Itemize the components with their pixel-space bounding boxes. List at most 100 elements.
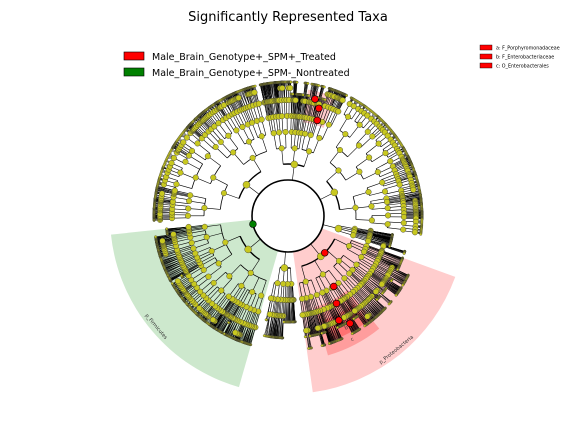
tree-leaf-edge: [327, 324, 334, 343]
tree-leaf-edge: [241, 325, 250, 342]
tree-nodes: [152, 80, 424, 350]
tree-leaf-edge: [381, 250, 403, 259]
tree-leaf-edge: [220, 316, 230, 332]
tree-leaf-edge: [270, 83, 273, 102]
tree-leaf-edge: [387, 275, 403, 286]
tree-leaf-edge: [382, 282, 398, 294]
tree-leaf-edge: [365, 302, 378, 317]
tree-leaf-edge: [162, 257, 180, 264]
tree-node: [378, 281, 385, 288]
tree-node: [306, 148, 313, 155]
tree-leaf-edge: [397, 171, 415, 177]
tree-leaf-edge: [155, 235, 174, 238]
tree-leaf-edge: [378, 257, 399, 268]
tree-leaf-edge: [383, 245, 405, 253]
tree-node: [335, 167, 342, 174]
tree-node: [302, 278, 309, 285]
tree-leaf-edge: [237, 323, 246, 341]
tree-leaf-edge: [384, 280, 400, 292]
tree-node: [287, 85, 294, 92]
tree-leaf-node: [303, 335, 307, 339]
tree-leaf-edge: [274, 82, 277, 101]
tree-node: [346, 270, 353, 277]
tree-leaf-edge: [266, 83, 270, 102]
tree-node: [302, 130, 309, 137]
tree-leaf-edge: [402, 194, 421, 198]
tree-leaf-edge: [286, 81, 288, 101]
tree-node: [355, 142, 362, 149]
tree-node: [307, 132, 314, 139]
tree-leaf-edge: [317, 311, 324, 333]
tree-leaf-edge: [332, 322, 340, 340]
tree-leaf-edge: [324, 325, 331, 344]
tree-leaf-node: [323, 98, 327, 102]
tree-leaf-edge: [358, 307, 370, 323]
tree-leaf-node: [327, 342, 331, 345]
tree-leaf-node: [320, 344, 324, 347]
tree-leaf-edge: [215, 314, 227, 330]
tree-leaf-node: [402, 252, 406, 255]
tree-leaf-edge: [274, 315, 278, 338]
tree-leaf-edge: [369, 237, 391, 244]
tree-leaf-edge: [170, 271, 187, 281]
tree-leaf-edge: [264, 314, 270, 336]
tree-leaf-edge: [302, 83, 307, 102]
tree-node: [381, 188, 388, 195]
tree-leaf-node: [352, 317, 356, 321]
tree-leaf-edge: [318, 86, 325, 105]
tree-leaf-edge: [214, 313, 226, 329]
tree-leaf-edge: [277, 315, 281, 338]
tree-leaf-edge: [268, 83, 272, 102]
tree-leaf-edge: [292, 299, 294, 322]
tree-node: [384, 221, 391, 228]
tree-leaf-edge: [312, 312, 318, 335]
tree-leaf-edge: [361, 283, 379, 299]
tree-leaf-edge: [155, 236, 174, 240]
tree-leaf-edge: [261, 84, 266, 103]
tree-leaf-edge: [334, 304, 345, 325]
tree-leaf-edge: [369, 236, 391, 243]
tree-leaf-node: [301, 93, 305, 97]
tree-leaf-node: [282, 320, 286, 324]
tree-leaf-node: [345, 94, 348, 97]
tree-node: [314, 325, 321, 332]
tree-leaf-edge: [223, 317, 233, 334]
tree-node: [368, 203, 375, 210]
tree-node: [365, 238, 372, 245]
tree-leaf-edge: [165, 262, 182, 270]
tree-node: [364, 313, 371, 320]
tree-leaf-edge: [305, 330, 309, 349]
tree-leaf-edge: [156, 188, 175, 193]
tree-leaf-edge: [402, 198, 421, 201]
tree-leaf-edge: [354, 310, 365, 326]
tree-leaf-edge: [156, 237, 175, 241]
tree-leaf-edge: [273, 82, 276, 101]
tree-node: [400, 226, 407, 233]
tree-leaf-edge: [308, 84, 314, 102]
tree-leaf-edge: [330, 91, 339, 109]
tree-leaf-edge: [383, 246, 405, 254]
tree-leaf-edge: [284, 82, 286, 101]
tree-leaf-edge: [242, 89, 249, 108]
tree-node: [280, 280, 287, 287]
tree-arc: [219, 184, 228, 210]
tree-leaf-edge: [379, 256, 400, 267]
tree-leaf-edge: [401, 191, 420, 195]
tree-leaf-edge: [367, 275, 386, 291]
tree-leaf-edge: [348, 314, 359, 331]
tree-leaf-edge: [311, 313, 317, 335]
tree-node: [368, 217, 375, 224]
tree-leaf-edge: [269, 314, 274, 337]
tree-leaf-edge: [166, 227, 189, 231]
tree-leaf-edge: [317, 328, 323, 346]
tree-leaf-node: [350, 332, 354, 335]
tree-node: [372, 288, 379, 295]
tree-node: [400, 213, 407, 220]
tree-leaf-edge: [168, 268, 185, 277]
tree-node: [384, 205, 391, 212]
tree-leaf-edge: [368, 299, 381, 313]
tree-leaf-edge: [296, 94, 300, 117]
tree-leaf-edge: [214, 312, 225, 328]
tree-leaf-edge: [278, 82, 280, 101]
tree-leaf-edge: [383, 281, 399, 293]
